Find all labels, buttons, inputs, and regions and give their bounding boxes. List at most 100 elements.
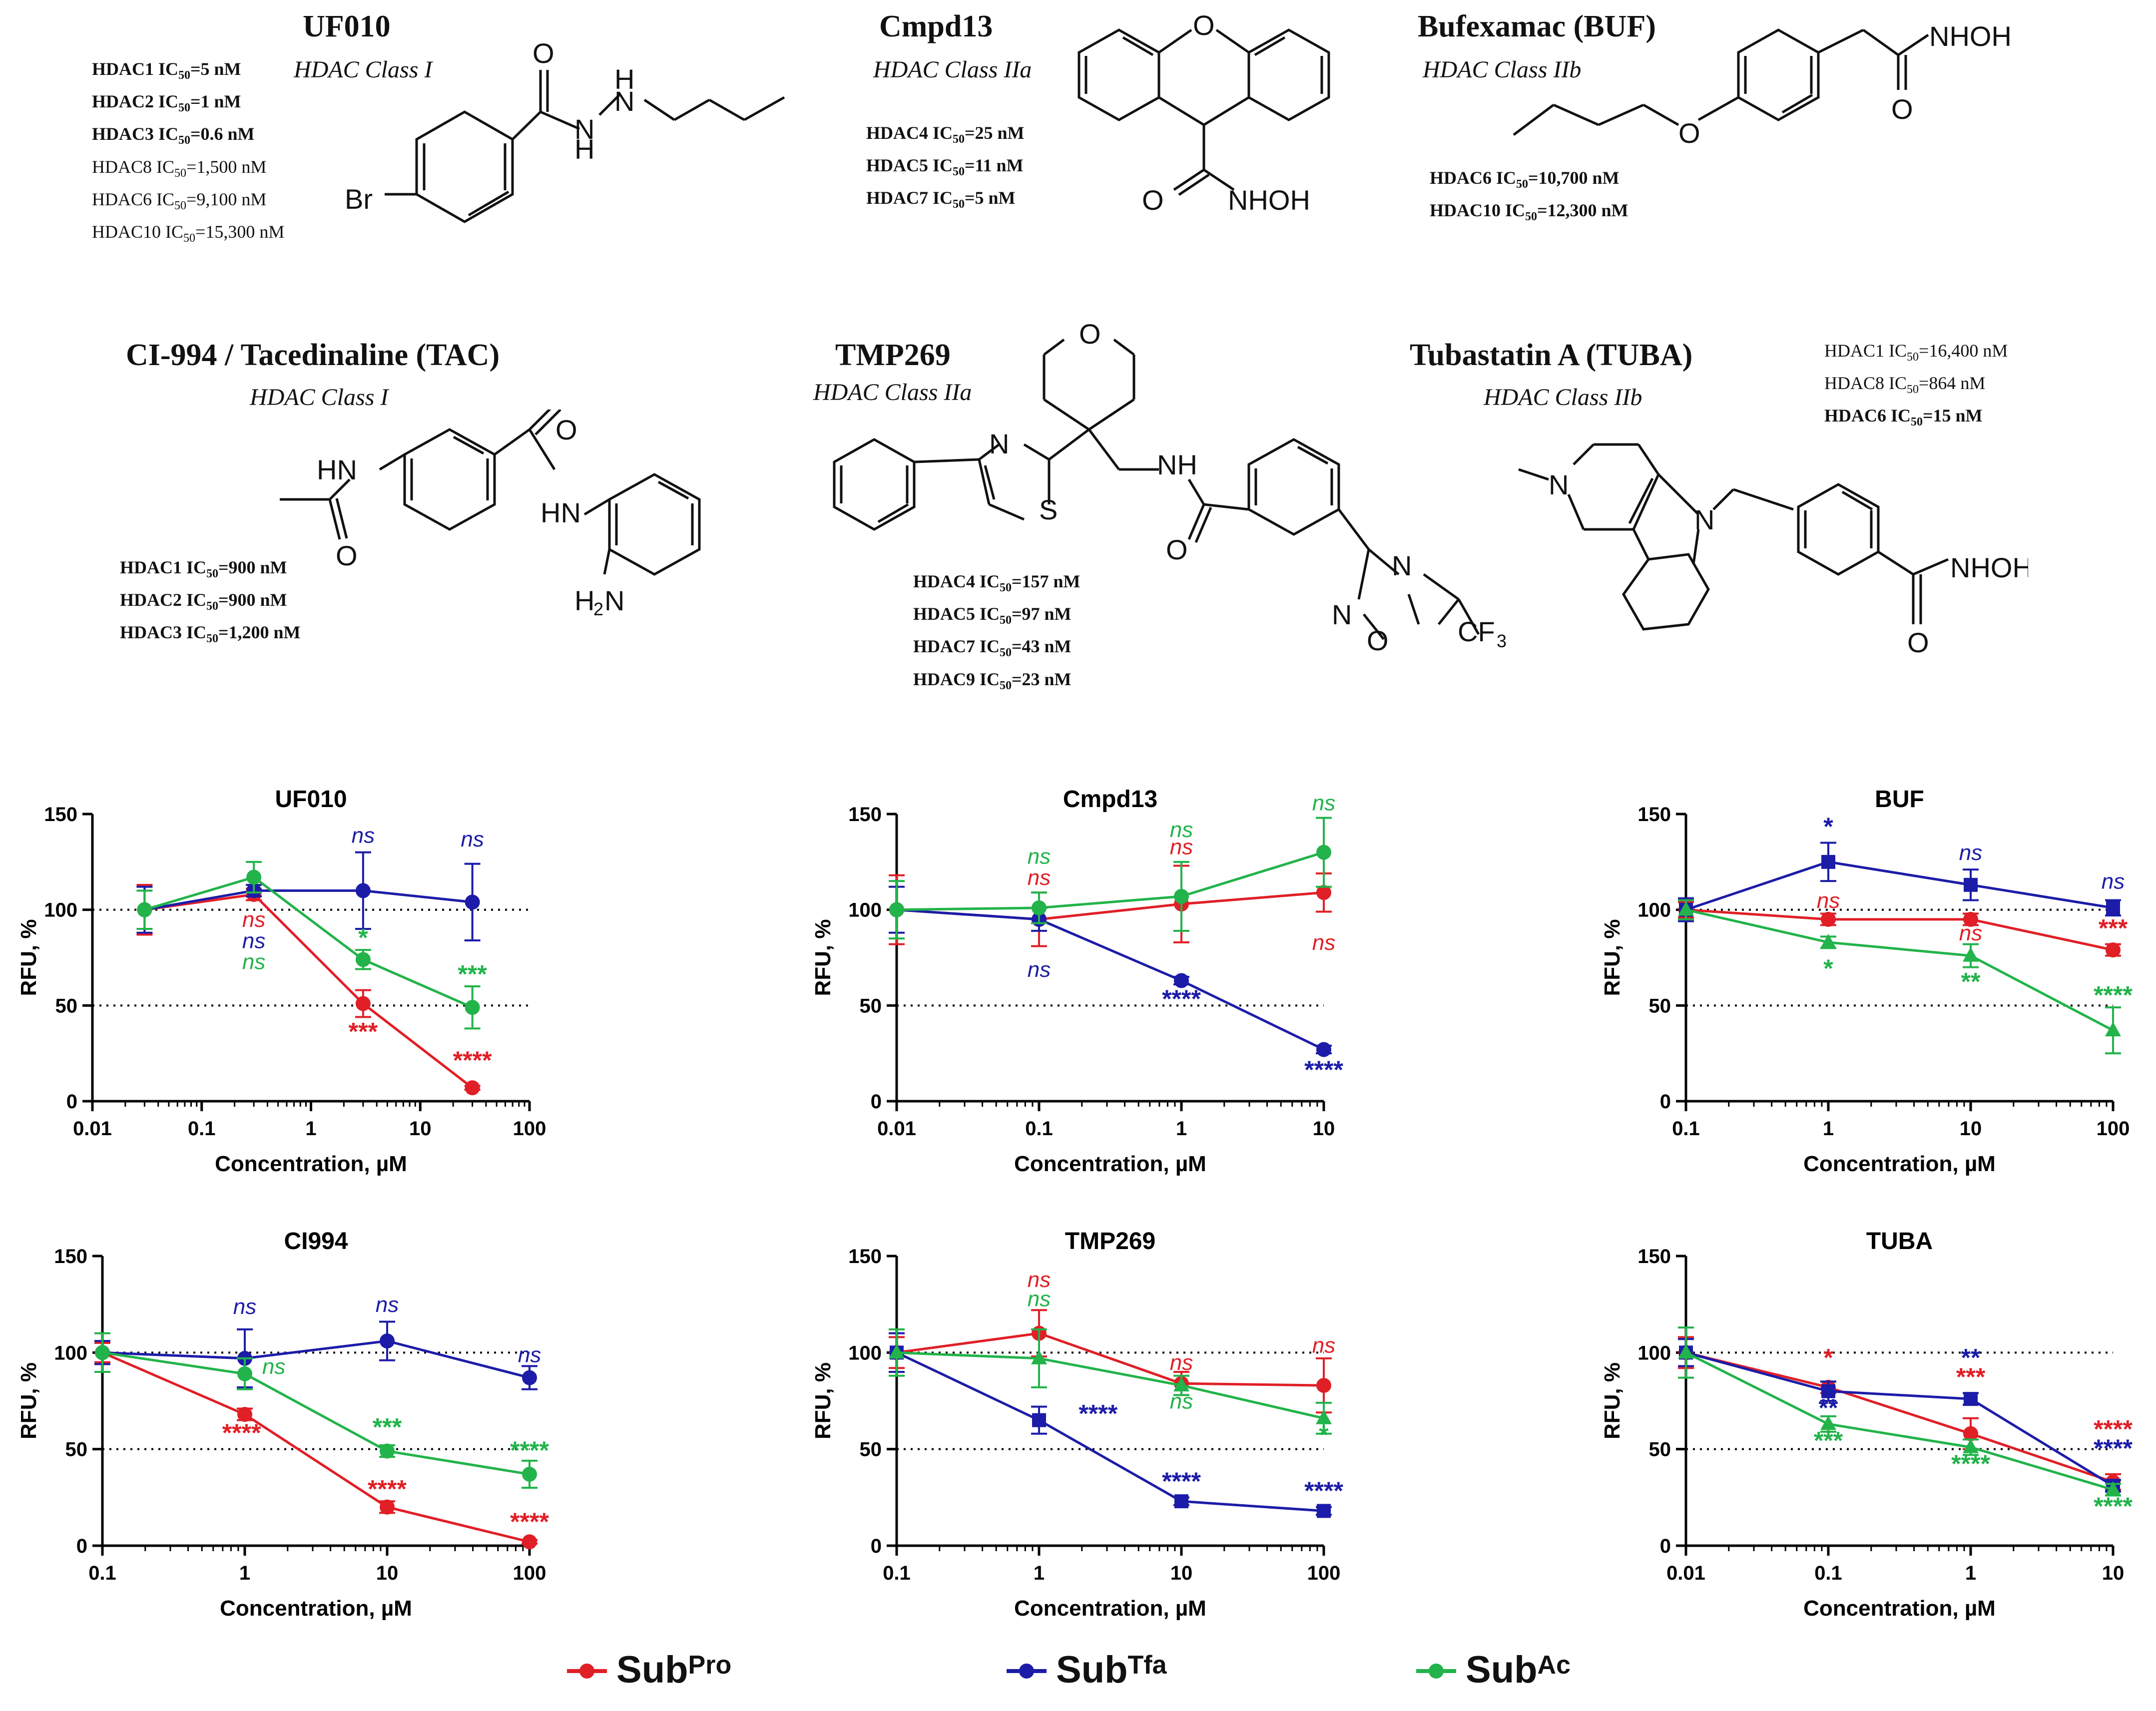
data-point: [246, 869, 262, 885]
ic50-value: =23 nM: [1012, 669, 1072, 689]
atom-label: N: [1694, 504, 1714, 535]
y-tick-label: 0: [66, 1091, 77, 1113]
data-point: [1821, 855, 1835, 869]
ic50-value: =25 nM: [965, 123, 1025, 143]
x-tick-label: 10: [1960, 1118, 1982, 1140]
ic50-sub: 50: [1000, 679, 1012, 692]
ic50-sub: 50: [1000, 581, 1012, 595]
y-tick-label: 0: [1660, 1535, 1671, 1557]
atom-label: Br: [345, 183, 373, 215]
atom-label: NHOH: [1929, 20, 2012, 52]
y-tick-label: 50: [860, 1439, 882, 1461]
x-axis-label: Concentration, µM: [1803, 1596, 1996, 1621]
ic50-value: =97 nM: [1012, 604, 1072, 624]
atom-label: H: [574, 585, 594, 616]
data-point: [1820, 1415, 1836, 1430]
significance-label: ns: [242, 928, 265, 953]
x-tick-label: 10: [1313, 1118, 1335, 1140]
ic50-value: =1 nM: [190, 91, 241, 112]
data-point: [1316, 885, 1331, 900]
significance-label: ****: [1304, 1056, 1343, 1084]
ic50-enzyme: HDAC4 IC: [913, 571, 1000, 591]
y-tick-label: 50: [1649, 1439, 1671, 1461]
significance-label: ns: [1312, 1333, 1335, 1357]
data-point: [2105, 1481, 2121, 1496]
ic50-sub: 50: [1911, 416, 1923, 429]
data-point: [465, 894, 480, 910]
ic50-sub: 50: [953, 165, 965, 179]
series-line-SubTfa: [896, 1351, 1324, 1512]
legend-label: Sub: [1056, 1649, 1128, 1691]
x-tick-label: 10: [409, 1118, 432, 1140]
data-point: [1174, 973, 1189, 988]
ic50-sub: 50: [206, 600, 219, 613]
data-point: [380, 1443, 395, 1459]
data-point: [1316, 1042, 1331, 1057]
significance-label: ns: [242, 907, 265, 932]
ic50-enzyme: HDAC4 IC: [866, 123, 953, 143]
data-point: [1316, 1378, 1331, 1393]
x-tick-label: 100: [513, 1562, 546, 1584]
atom-label: O: [1907, 627, 1929, 658]
ic50-sub: 50: [174, 199, 187, 212]
chart-title: CI994: [284, 1228, 348, 1255]
ic50-sub: 50: [953, 198, 965, 211]
data-point: [465, 1080, 480, 1096]
ic50-value: =15 nM: [1923, 406, 1983, 426]
series-line-SubPro: [1685, 1351, 2114, 1483]
data-point: [1174, 888, 1189, 904]
ic50-enzyme: HDAC7 IC: [913, 636, 1000, 657]
series-line-SubTfa: [102, 1339, 530, 1379]
significance-label: ***: [458, 960, 487, 988]
series-line-SubAc: [102, 1351, 530, 1476]
ic50-enzyme: HDAC5 IC: [913, 604, 1000, 624]
ic50-value: =864 nM: [1919, 373, 1986, 394]
significance-label: ****: [222, 1419, 261, 1447]
data-point: [522, 1534, 537, 1550]
x-tick-label: 0.1: [1814, 1562, 1842, 1584]
y-tick-label: 150: [1637, 804, 1671, 826]
x-tick-label: 1: [1823, 1118, 1834, 1140]
y-tick-label: 100: [848, 1342, 882, 1364]
data-point: [1821, 1384, 1835, 1398]
y-tick-label: 150: [44, 804, 77, 826]
ic50-value: =900 nM: [218, 557, 287, 577]
data-point: [1031, 1349, 1047, 1364]
data-point: [1963, 911, 1978, 927]
ic50-row: HDAC4 IC50=157 nM: [913, 568, 1080, 601]
ic50-list: HDAC4 IC50=25 nM HDAC5 IC50=11 nM HDAC7 IC…: [866, 120, 1025, 218]
plot-tuba: TUBA 0 50 100 150 0.01 0.1 1 10 Concentration, µM…: [1600, 1228, 2133, 1621]
atom-label: 2: [593, 599, 603, 619]
data-point: [95, 1345, 110, 1360]
y-tick-label: 150: [848, 804, 882, 826]
series-line-SubAc: [144, 875, 473, 1009]
chart-title: BUF: [1875, 786, 1924, 813]
ic50-enzyme: HDAC2 IC: [120, 590, 207, 610]
atom-label: O: [533, 37, 554, 69]
bufexamac-structure: NHOH O O: [1513, 20, 2012, 149]
significance-label: ****: [2094, 1415, 2133, 1443]
significance-label: ***: [1814, 1427, 1843, 1455]
ic50-row: HDAC3 IC50=1,200 nM: [120, 619, 301, 652]
significance-label: ns: [1312, 930, 1335, 955]
y-tick-label: 50: [1649, 995, 1671, 1017]
ic50-sub: 50: [1000, 614, 1012, 627]
y-tick-label: 50: [55, 995, 78, 1017]
x-axis-label: Concentration, µM: [215, 1152, 407, 1176]
ic50-value: =900 nM: [218, 590, 287, 610]
x-tick-label: 0.1: [88, 1562, 116, 1584]
data-point: [1032, 900, 1047, 915]
series-line-SubPro: [1685, 908, 2114, 951]
plot-cmpd13: Cmpd13 0 50 100 150 0.01 0.1 1 10 Concentration, …: [811, 786, 1343, 1176]
x-axis-label: Concentration, µM: [1014, 1152, 1206, 1176]
ic50-enzyme: HDAC1 IC: [1824, 341, 1907, 361]
significance-label: ****: [453, 1046, 492, 1074]
significance-label: ****: [1162, 1467, 1201, 1495]
significance-label: ns: [1959, 921, 1982, 945]
y-tick-label: 0: [871, 1091, 882, 1113]
compound-name: TMP269: [835, 338, 951, 372]
significance-label: ***: [2099, 914, 2128, 942]
significance-label: ns: [1959, 841, 1982, 865]
ic50-list: HDAC1 IC50=900 nM HDAC2 IC50=900 nM HDAC3 …: [120, 554, 301, 652]
compound-class: HDAC Class IIa: [873, 56, 1032, 83]
